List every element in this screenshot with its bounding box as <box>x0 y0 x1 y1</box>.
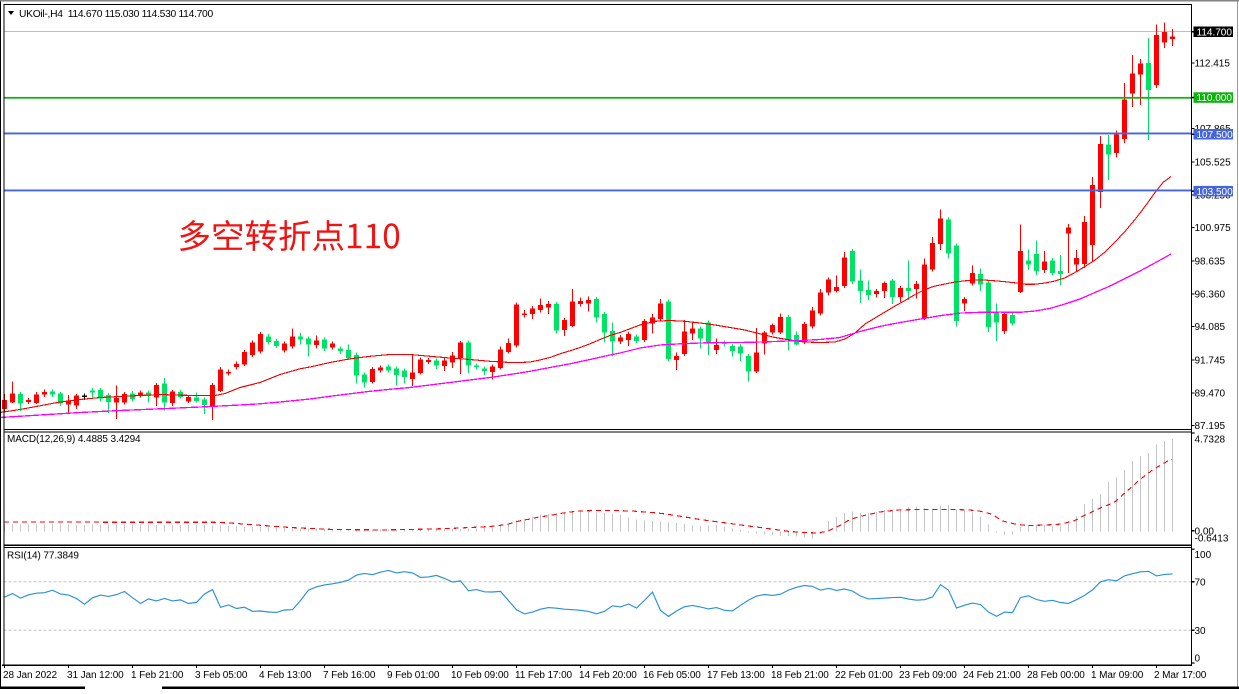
svg-text:91.745: 91.745 <box>1195 356 1226 367</box>
svg-text:1 Mar 09:00: 1 Mar 09:00 <box>1091 670 1144 681</box>
svg-text:MACD(12,26,9) 4.4885 3.4294: MACD(12,26,9) 4.4885 3.4294 <box>7 434 141 445</box>
svg-text:24 Feb 21:00: 24 Feb 21:00 <box>963 670 1021 681</box>
svg-text:96.360: 96.360 <box>1195 290 1226 301</box>
svg-text:18 Feb 21:00: 18 Feb 21:00 <box>771 670 829 681</box>
svg-text:14 Feb 20:00: 14 Feb 20:00 <box>579 670 637 681</box>
svg-text:103.500: 103.500 <box>1197 187 1234 198</box>
svg-text:23 Feb 09:00: 23 Feb 09:00 <box>899 670 957 681</box>
svg-text:105.525: 105.525 <box>1195 158 1232 169</box>
svg-text:4 Feb 13:00: 4 Feb 13:00 <box>259 670 312 681</box>
svg-text:28 Jan 2022: 28 Jan 2022 <box>3 670 57 681</box>
svg-text:2 Mar 17:00: 2 Mar 17:00 <box>1154 670 1207 681</box>
svg-text:70: 70 <box>1195 577 1207 588</box>
svg-text:0.00: 0.00 <box>1195 526 1215 537</box>
svg-text:100.975: 100.975 <box>1195 223 1232 234</box>
svg-text:17 Feb 13:00: 17 Feb 13:00 <box>707 670 765 681</box>
svg-text:31 Jan 12:00: 31 Jan 12:00 <box>67 670 124 681</box>
svg-text:89.470: 89.470 <box>1195 389 1226 400</box>
svg-text:107.500: 107.500 <box>1197 130 1234 141</box>
svg-text:22 Feb 01:00: 22 Feb 01:00 <box>835 670 893 681</box>
svg-text:110.000: 110.000 <box>1197 93 1233 104</box>
svg-text:94.085: 94.085 <box>1195 322 1226 333</box>
svg-text:-0.6413: -0.6413 <box>1195 534 1229 545</box>
svg-text:11 Feb 17:00: 11 Feb 17:00 <box>515 670 573 681</box>
svg-text:10 Feb 09:00: 10 Feb 09:00 <box>451 670 509 681</box>
svg-text:3 Feb 05:00: 3 Feb 05:00 <box>195 670 248 681</box>
svg-text:UKOil-,H4 114.670 115.030 114: UKOil-,H4 114.670 115.030 114.530 114.70… <box>19 9 213 20</box>
svg-text:0: 0 <box>1195 653 1201 664</box>
svg-text:100: 100 <box>1195 550 1212 561</box>
svg-text:16 Feb 05:00: 16 Feb 05:00 <box>643 670 701 681</box>
svg-text:RSI(14) 77.3849: RSI(14) 77.3849 <box>7 551 79 562</box>
svg-text:114.700: 114.700 <box>1197 27 1233 38</box>
svg-text:30: 30 <box>1195 626 1207 637</box>
svg-text:7 Feb 16:00: 7 Feb 16:00 <box>323 670 376 681</box>
svg-text:1 Feb 21:00: 1 Feb 21:00 <box>131 670 184 681</box>
svg-text:28 Feb 00:00: 28 Feb 00:00 <box>1027 670 1085 681</box>
svg-text:87.195: 87.195 <box>1195 421 1226 432</box>
svg-text:112.415: 112.415 <box>1195 59 1231 70</box>
svg-text:98.635: 98.635 <box>1195 257 1226 268</box>
svg-text:9 Feb 01:00: 9 Feb 01:00 <box>387 670 440 681</box>
svg-text:4.7328: 4.7328 <box>1195 434 1226 445</box>
